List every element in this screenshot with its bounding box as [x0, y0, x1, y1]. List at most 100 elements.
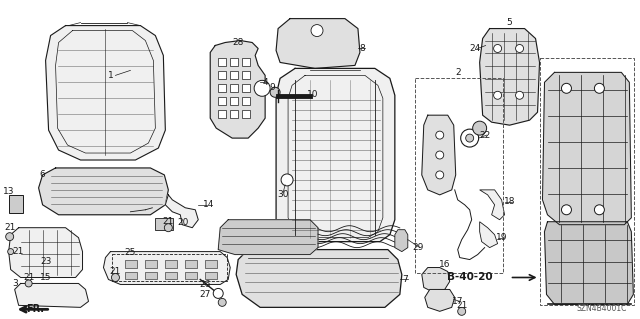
Bar — [9, 195, 22, 213]
Bar — [156, 218, 173, 230]
Circle shape — [473, 121, 486, 135]
Text: B-40-20: B-40-20 — [447, 272, 493, 283]
Text: 15: 15 — [40, 273, 51, 282]
Text: 10: 10 — [307, 90, 319, 99]
Text: FR.: FR. — [27, 304, 45, 314]
Circle shape — [254, 80, 270, 96]
Text: 7: 7 — [402, 275, 408, 284]
Text: 6: 6 — [40, 170, 45, 179]
Circle shape — [25, 280, 32, 287]
Bar — [242, 84, 250, 92]
Polygon shape — [9, 228, 83, 278]
Circle shape — [164, 224, 172, 232]
Circle shape — [561, 83, 572, 93]
Circle shape — [436, 151, 444, 159]
Text: 21: 21 — [12, 247, 23, 256]
Bar — [125, 271, 138, 279]
Text: 28: 28 — [232, 38, 244, 47]
Polygon shape — [165, 195, 198, 228]
Circle shape — [8, 249, 13, 255]
Polygon shape — [104, 252, 230, 285]
Circle shape — [281, 174, 293, 186]
Text: 18: 18 — [504, 197, 515, 206]
Text: 24: 24 — [469, 44, 480, 53]
Text: SZN4B4001C: SZN4B4001C — [577, 304, 627, 313]
Polygon shape — [479, 29, 540, 125]
Circle shape — [461, 129, 479, 147]
Text: 3: 3 — [12, 279, 17, 288]
Circle shape — [6, 233, 13, 241]
Text: 1: 1 — [108, 71, 113, 80]
Circle shape — [436, 171, 444, 179]
Polygon shape — [236, 249, 402, 307]
Bar — [186, 260, 197, 268]
Text: 26: 26 — [200, 280, 211, 289]
Bar — [145, 271, 157, 279]
Circle shape — [218, 298, 226, 306]
Bar — [218, 58, 226, 66]
Text: 22: 22 — [479, 130, 490, 140]
Polygon shape — [276, 19, 360, 68]
Text: 21: 21 — [23, 273, 35, 282]
Bar — [218, 97, 226, 105]
Polygon shape — [395, 230, 408, 252]
Bar — [205, 271, 217, 279]
Polygon shape — [422, 268, 450, 292]
Bar — [242, 58, 250, 66]
Bar — [540, 58, 634, 305]
Text: 30: 30 — [277, 190, 289, 199]
Text: 9: 9 — [269, 83, 275, 92]
Circle shape — [213, 288, 223, 298]
Circle shape — [595, 83, 604, 93]
Text: 21: 21 — [4, 223, 15, 232]
Text: 14: 14 — [202, 200, 214, 209]
Bar — [218, 110, 226, 118]
Circle shape — [516, 45, 524, 52]
Polygon shape — [545, 222, 634, 304]
Polygon shape — [479, 222, 498, 248]
Bar — [186, 271, 197, 279]
Text: 21: 21 — [163, 217, 174, 226]
Bar — [230, 110, 238, 118]
Polygon shape — [210, 41, 265, 138]
Text: 5: 5 — [507, 18, 513, 27]
Bar — [113, 254, 227, 281]
Text: 23: 23 — [40, 257, 51, 266]
Text: 2: 2 — [455, 68, 461, 77]
Bar — [145, 260, 157, 268]
Text: 17: 17 — [452, 297, 463, 306]
Bar — [230, 97, 238, 105]
Text: 21: 21 — [456, 301, 467, 310]
Text: 27: 27 — [200, 290, 211, 299]
Polygon shape — [425, 289, 454, 311]
Polygon shape — [38, 168, 168, 215]
Text: 8: 8 — [359, 44, 365, 53]
Text: 25: 25 — [125, 248, 136, 257]
Circle shape — [561, 205, 572, 215]
Polygon shape — [422, 115, 456, 195]
Text: 16: 16 — [439, 260, 451, 269]
Text: 19: 19 — [496, 233, 508, 242]
Text: 29: 29 — [412, 243, 424, 252]
Polygon shape — [15, 284, 88, 307]
Bar — [242, 71, 250, 79]
Bar — [218, 84, 226, 92]
Text: 20: 20 — [178, 218, 189, 227]
Circle shape — [493, 45, 502, 52]
Bar — [242, 110, 250, 118]
Bar — [218, 71, 226, 79]
Circle shape — [311, 25, 323, 37]
Bar — [125, 260, 138, 268]
Circle shape — [493, 91, 502, 99]
Circle shape — [516, 91, 524, 99]
Bar — [230, 84, 238, 92]
Bar — [242, 97, 250, 105]
Bar — [205, 260, 217, 268]
Bar — [165, 260, 177, 268]
Bar — [230, 58, 238, 66]
Polygon shape — [276, 68, 395, 241]
Text: 13: 13 — [3, 187, 15, 197]
Bar — [165, 271, 177, 279]
Polygon shape — [45, 26, 165, 160]
Polygon shape — [218, 220, 318, 255]
